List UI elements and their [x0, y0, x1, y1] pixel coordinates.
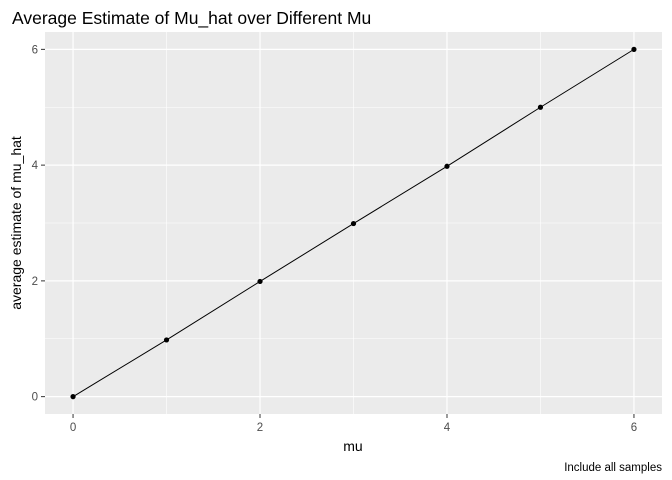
data-point [631, 46, 637, 52]
major-grid [45, 32, 662, 414]
chart-title: Average Estimate of Mu_hat over Differen… [12, 8, 371, 29]
y-axis-title: average estimate of mu_hat [8, 136, 24, 310]
x-tick-label: 6 [631, 422, 637, 434]
data-point [444, 163, 450, 169]
axis-ticks: 0 2 4 6 0 2 4 6 [32, 44, 638, 434]
x-tick-label: 2 [257, 422, 263, 434]
series-layer [70, 46, 637, 400]
x-tick-label: 4 [444, 422, 451, 434]
y-tick-label: 2 [32, 276, 38, 288]
data-point [257, 278, 263, 285]
y-tick-label: 6 [32, 44, 38, 56]
x-tick-label: 0 [70, 422, 76, 434]
chart-caption: Include all samples [564, 462, 662, 474]
data-point [537, 104, 544, 110]
data-point [350, 220, 357, 227]
y-tick-label: 0 [32, 392, 38, 404]
y-tick-label: 4 [32, 160, 39, 172]
data-point [70, 394, 76, 400]
x-axis-title: mu [343, 438, 362, 454]
data-point [163, 337, 170, 343]
